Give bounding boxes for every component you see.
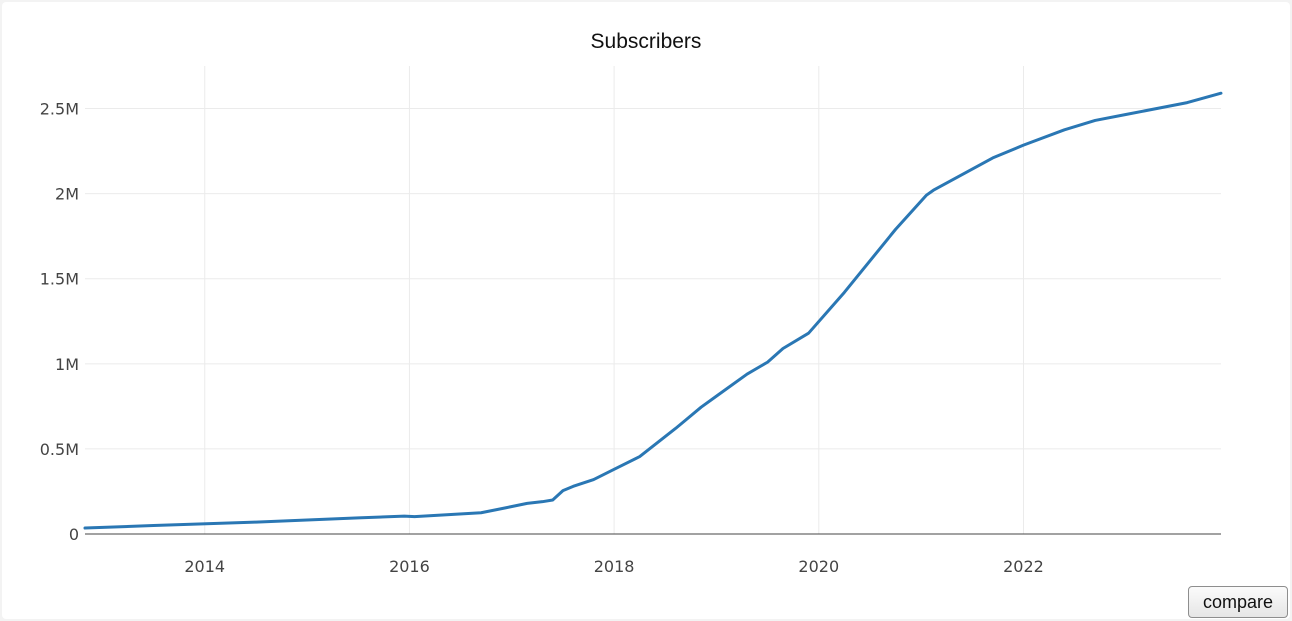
y-tick-label-5: 2.5M bbox=[40, 100, 79, 119]
compare-button[interactable]: compare bbox=[1188, 586, 1288, 618]
y-tick-label-2: 1M bbox=[55, 355, 79, 374]
x-tick-label-4: 2022 bbox=[1003, 557, 1044, 576]
y-tick-label-4: 2M bbox=[55, 185, 79, 204]
tick-labels: 2014 2016 2018 2020 2022 0 0.5M 1M 1.5M 2M 2.5M bbox=[40, 100, 1044, 576]
chart-title: Subscribers bbox=[591, 30, 702, 53]
x-tick-label-1: 2016 bbox=[389, 557, 430, 576]
y-tick-label-1: 0.5M bbox=[40, 440, 79, 459]
x-tick-label-2: 2018 bbox=[594, 557, 635, 576]
x-tick-label-3: 2020 bbox=[798, 557, 839, 576]
y-tick-label-3: 1.5M bbox=[40, 270, 79, 289]
grid bbox=[85, 66, 1221, 534]
plot-area bbox=[83, 91, 1223, 530]
x-tick-label-0: 2014 bbox=[184, 557, 225, 576]
series-line-0 bbox=[83, 91, 1223, 530]
y-tick-label-0: 0 bbox=[69, 525, 79, 544]
